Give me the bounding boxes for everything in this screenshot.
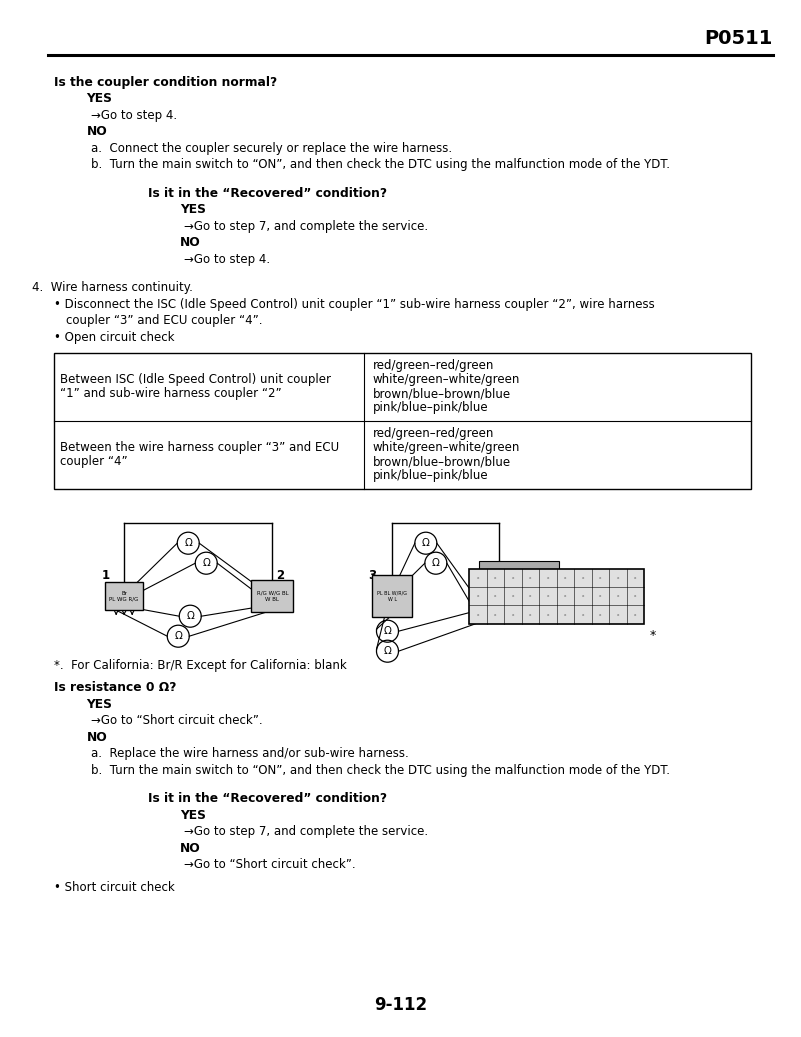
Text: a.  Replace the wire harness and/or sub-wire harness.: a. Replace the wire harness and/or sub-w… <box>91 748 409 760</box>
Text: 3: 3 <box>368 569 376 582</box>
Text: Ω: Ω <box>203 558 210 568</box>
Text: →Go to “Short circuit check”.: →Go to “Short circuit check”. <box>91 714 262 727</box>
Text: YES: YES <box>180 203 206 216</box>
Text: YES: YES <box>87 92 112 105</box>
Text: a.  Connect the coupler securely or replace the wire harness.: a. Connect the coupler securely or repla… <box>91 142 452 155</box>
Text: Ω: Ω <box>384 646 392 656</box>
Text: Ω: Ω <box>187 611 194 621</box>
Text: x: x <box>564 613 566 617</box>
Text: →Go to step 4.: →Go to step 4. <box>91 109 177 121</box>
Text: x: x <box>512 613 514 617</box>
Text: NO: NO <box>180 236 201 249</box>
Text: x: x <box>512 594 514 598</box>
Text: x: x <box>494 576 497 580</box>
Bar <box>469 568 644 623</box>
Text: x: x <box>617 576 619 580</box>
Text: NO: NO <box>87 731 107 744</box>
Text: x: x <box>547 594 549 598</box>
Text: →Go to “Short circuit check”.: →Go to “Short circuit check”. <box>184 859 356 871</box>
Text: x: x <box>599 613 602 617</box>
Text: coupler “4”: coupler “4” <box>60 455 128 468</box>
Text: white/green–white/green: white/green–white/green <box>372 373 520 386</box>
Text: coupler “3” and ECU coupler “4”.: coupler “3” and ECU coupler “4”. <box>66 314 263 328</box>
Text: 4.  Wire harness continuity.: 4. Wire harness continuity. <box>32 281 193 295</box>
Text: 2: 2 <box>276 569 284 582</box>
Text: 4: 4 <box>473 569 481 582</box>
Text: →Go to step 7, and complete the service.: →Go to step 7, and complete the service. <box>184 825 429 838</box>
Text: Ω: Ω <box>175 632 182 641</box>
Text: x: x <box>529 613 532 617</box>
Text: PL BL W/R/G
W L: PL BL W/R/G W L <box>377 591 408 601</box>
Text: x: x <box>599 576 602 580</box>
Text: YES: YES <box>180 809 206 821</box>
Text: Ω: Ω <box>384 626 392 637</box>
Bar <box>54 354 751 489</box>
Text: x: x <box>599 594 602 598</box>
Text: NO: NO <box>87 125 107 138</box>
Text: • Short circuit check: • Short circuit check <box>54 880 175 894</box>
Text: x: x <box>582 594 584 598</box>
Text: red/green–red/green: red/green–red/green <box>372 359 494 372</box>
Text: x: x <box>564 576 566 580</box>
Text: brown/blue–brown/blue: brown/blue–brown/blue <box>372 387 510 400</box>
Text: x: x <box>617 594 619 598</box>
Text: “1” and sub-wire harness coupler “2”: “1” and sub-wire harness coupler “2” <box>60 387 282 400</box>
Text: →Go to step 7, and complete the service.: →Go to step 7, and complete the service. <box>184 220 429 232</box>
Text: x: x <box>494 594 497 598</box>
Text: white/green–white/green: white/green–white/green <box>372 441 520 454</box>
Bar <box>105 582 143 610</box>
Text: x: x <box>547 613 549 617</box>
Text: x: x <box>634 594 637 598</box>
Text: Br
PL WG R/G: Br PL WG R/G <box>110 591 139 601</box>
Text: pink/blue–pink/blue: pink/blue–pink/blue <box>372 401 488 414</box>
Text: x: x <box>529 594 532 598</box>
Text: →Go to step 4.: →Go to step 4. <box>184 253 271 265</box>
Text: YES: YES <box>87 698 112 710</box>
Text: x: x <box>529 576 532 580</box>
Text: 9-112: 9-112 <box>374 996 427 1013</box>
Text: x: x <box>477 613 479 617</box>
Text: • Disconnect the ISC (Idle Speed Control) unit coupler “1” sub-wire harness coup: • Disconnect the ISC (Idle Speed Control… <box>54 298 655 311</box>
Text: x: x <box>582 576 584 580</box>
Bar <box>479 561 559 568</box>
Text: NO: NO <box>180 842 201 854</box>
Text: x: x <box>582 613 584 617</box>
Text: b.  Turn the main switch to “ON”, and then check the DTC using the malfunction m: b. Turn the main switch to “ON”, and the… <box>91 763 670 777</box>
Text: R/G W/G BL
W BL: R/G W/G BL W BL <box>256 591 288 601</box>
Text: x: x <box>494 613 497 617</box>
Text: Ω: Ω <box>184 538 192 549</box>
Text: x: x <box>547 576 549 580</box>
Text: x: x <box>634 576 637 580</box>
Text: Is it in the “Recovered” condition?: Is it in the “Recovered” condition? <box>148 792 387 805</box>
Text: *: * <box>649 628 655 642</box>
Text: Is resistance 0 Ω?: Is resistance 0 Ω? <box>54 681 177 694</box>
Text: Ω: Ω <box>432 558 440 568</box>
Text: Is the coupler condition normal?: Is the coupler condition normal? <box>54 76 278 89</box>
Text: brown/blue–brown/blue: brown/blue–brown/blue <box>372 455 510 468</box>
Text: pink/blue–pink/blue: pink/blue–pink/blue <box>372 469 488 482</box>
Text: Is it in the “Recovered” condition?: Is it in the “Recovered” condition? <box>148 187 387 200</box>
Text: P0511: P0511 <box>705 29 773 48</box>
Text: x: x <box>617 613 619 617</box>
Text: x: x <box>564 594 566 598</box>
Text: x: x <box>477 594 479 598</box>
Text: Between ISC (Idle Speed Control) unit coupler: Between ISC (Idle Speed Control) unit co… <box>60 373 332 386</box>
Text: b.  Turn the main switch to “ON”, and then check the DTC using the malfunction m: b. Turn the main switch to “ON”, and the… <box>91 159 670 171</box>
Text: x: x <box>477 576 479 580</box>
Text: x: x <box>512 576 514 580</box>
Text: Ω: Ω <box>422 538 430 549</box>
Text: *.  For California: Br/R Except for California: blank: *. For California: Br/R Except for Calif… <box>54 660 347 672</box>
Text: Between the wire harness coupler “3” and ECU: Between the wire harness coupler “3” and… <box>60 441 340 454</box>
Bar <box>372 576 413 617</box>
Text: red/green–red/green: red/green–red/green <box>372 427 494 440</box>
Text: 1: 1 <box>103 569 111 582</box>
Text: x: x <box>634 613 637 617</box>
Text: • Open circuit check: • Open circuit check <box>54 331 175 343</box>
Bar <box>252 580 293 612</box>
